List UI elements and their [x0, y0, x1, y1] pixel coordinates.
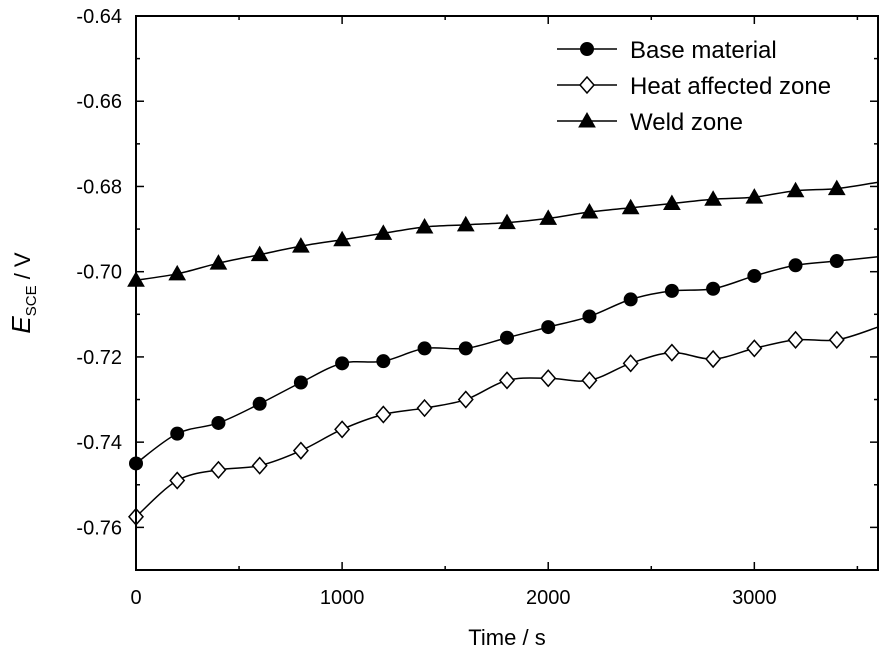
- data-point: [582, 309, 597, 324]
- data-point: [250, 245, 269, 262]
- plot-frame: [135, 15, 879, 571]
- legend-label: Base material: [630, 37, 777, 64]
- legend-item: Base material: [557, 37, 777, 64]
- data-point: [292, 237, 310, 253]
- data-point: [500, 330, 514, 345]
- x-tick-label: 1000: [320, 587, 365, 609]
- data-point: [622, 354, 639, 373]
- series-line: [135, 326, 879, 518]
- data-point: [374, 224, 393, 240]
- data-point: [293, 375, 308, 390]
- data-point: [663, 343, 680, 362]
- data-point: [498, 213, 516, 230]
- legend-marker: [579, 75, 595, 95]
- data-point: [541, 320, 556, 335]
- series-1: [128, 326, 879, 526]
- axis-ticks: 0 1000 2000 3000 -0.76 -0.74 -0.72 -0.70 -0.68 -0…: [76, 6, 878, 609]
- series-layer: [127, 179, 879, 526]
- x-tick-label: 2000: [526, 587, 571, 609]
- data-point: [623, 292, 638, 307]
- legend-item: Weld zone: [557, 109, 743, 136]
- data-point: [827, 179, 846, 196]
- y-title-subscript: SCE: [23, 285, 40, 316]
- data-point: [456, 215, 475, 232]
- y-title-symbol: E: [6, 316, 36, 334]
- data-point: [580, 203, 599, 219]
- data-point: [376, 354, 391, 369]
- data-point: [745, 188, 764, 204]
- data-point: [663, 194, 681, 211]
- data-point: [170, 426, 185, 441]
- data-point: [210, 460, 227, 479]
- data-point: [621, 198, 640, 215]
- y-tick-label: -0.70: [76, 262, 122, 284]
- legend-label: Weld zone: [630, 109, 743, 136]
- data-point: [415, 217, 434, 234]
- legend: Base material Heat affected zone Weld zone: [557, 37, 831, 136]
- x-tick-label: 0: [130, 587, 141, 609]
- data-point: [458, 341, 473, 356]
- data-point: [333, 230, 351, 247]
- data-point: [747, 268, 762, 283]
- data-point: [828, 330, 845, 350]
- legend-marker: [580, 42, 594, 56]
- data-point: [499, 371, 515, 390]
- data-point: [786, 181, 805, 198]
- data-point: [706, 281, 721, 296]
- legend-marker: [578, 111, 596, 128]
- x-tick-label: 3000: [732, 587, 777, 609]
- data-point: [705, 349, 722, 369]
- data-point: [334, 420, 351, 439]
- y-axis-title: ESCE / V: [6, 252, 40, 334]
- data-point: [168, 264, 187, 281]
- series-line: [135, 256, 879, 465]
- data-point: [539, 209, 558, 225]
- series-2: [127, 179, 879, 287]
- legend-label: Heat affected zone: [630, 73, 831, 100]
- y-tick-label: -0.76: [76, 517, 122, 539]
- data-point: [416, 398, 433, 418]
- legend-item: Heat affected zone: [557, 73, 831, 100]
- data-point: [581, 371, 598, 390]
- data-point: [787, 330, 804, 350]
- data-point: [788, 258, 803, 273]
- y-title-unit: / V: [10, 252, 35, 285]
- data-point: [169, 471, 186, 490]
- series-0: [129, 254, 879, 471]
- data-point: [252, 396, 267, 411]
- series-line: [135, 181, 879, 281]
- y-tick-label: -0.68: [76, 176, 122, 198]
- y-tick-label: -0.74: [76, 432, 122, 454]
- data-point: [664, 283, 679, 298]
- data-point: [375, 405, 392, 424]
- data-point: [251, 456, 268, 475]
- data-point: [211, 415, 226, 430]
- data-point: [209, 254, 228, 270]
- data-point: [417, 341, 432, 356]
- data-point: [457, 390, 474, 409]
- y-tick-label: -0.64: [76, 6, 122, 28]
- y-tick-label: -0.66: [76, 91, 122, 113]
- data-point: [746, 339, 763, 358]
- data-point: [292, 441, 309, 460]
- data-point: [335, 356, 350, 371]
- x-axis-title: Time / s: [468, 625, 545, 650]
- y-tick-label: -0.72: [76, 347, 122, 369]
- data-point: [540, 369, 557, 388]
- data-point: [704, 190, 722, 206]
- data-point: [829, 254, 844, 269]
